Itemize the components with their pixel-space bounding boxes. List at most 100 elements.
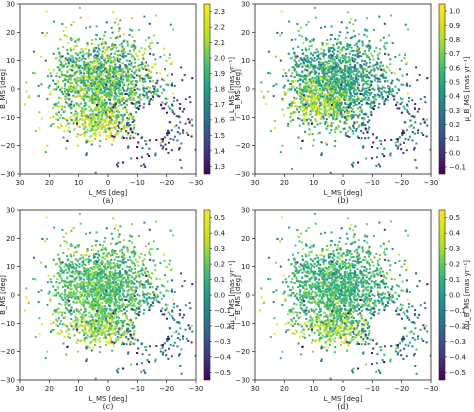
data-point: [44, 151, 47, 154]
data-point: [119, 103, 122, 106]
data-point: [300, 26, 302, 29]
data-point: [105, 288, 108, 290]
data-point: [71, 56, 74, 59]
data-point: [352, 126, 355, 129]
data-point: [381, 153, 384, 156]
data-point: [72, 227, 75, 229]
data-point: [370, 82, 373, 85]
data-point: [96, 69, 99, 72]
data-point: [94, 76, 97, 79]
data-point: [365, 70, 368, 72]
data-point: [287, 79, 290, 82]
data-point: [357, 126, 360, 129]
data-point: [114, 87, 117, 90]
data-point: [115, 69, 118, 71]
data-point: [403, 131, 406, 134]
data-point: [103, 107, 106, 110]
data-point: [81, 107, 84, 110]
data-point: [90, 61, 93, 64]
data-point: [75, 121, 78, 124]
data-point: [320, 102, 323, 105]
data-point: [83, 105, 86, 108]
data-point: [69, 130, 71, 133]
data-point: [114, 93, 117, 96]
data-point: [180, 66, 183, 69]
data-point: [168, 121, 171, 124]
data-point: [125, 122, 128, 125]
data-point: [369, 45, 372, 48]
data-point: [303, 64, 306, 67]
data-point: [330, 67, 333, 70]
data-point: [414, 103, 417, 105]
data-point: [100, 57, 103, 59]
data-point: [114, 243, 117, 246]
data-point: [112, 11, 115, 14]
data-point: [135, 91, 138, 94]
data-point: [83, 72, 85, 75]
data-point: [309, 79, 312, 81]
data-point: [260, 90, 263, 93]
data-point: [353, 102, 356, 105]
data-point: [108, 99, 111, 101]
data-point: [116, 163, 118, 166]
data-point: [337, 42, 340, 45]
data-point: [406, 109, 409, 112]
data-point: [345, 85, 348, 88]
data-point: [80, 294, 83, 297]
data-point: [116, 100, 119, 103]
data-point: [353, 66, 356, 69]
data-point: [103, 51, 106, 54]
data-point: [328, 49, 331, 52]
data-point: [314, 89, 317, 92]
data-point: [360, 130, 363, 132]
data-point: [363, 124, 366, 127]
data-point: [303, 119, 306, 122]
data-point: [178, 132, 181, 135]
data-point: [371, 54, 374, 57]
data-point: [103, 89, 106, 92]
data-point: [85, 65, 87, 68]
data-point: [398, 53, 401, 56]
data-point: [381, 97, 384, 100]
data-point: [267, 72, 270, 74]
data-point: [103, 276, 106, 278]
data-point: [91, 295, 94, 298]
data-point: [127, 145, 130, 148]
data-point: [111, 103, 114, 106]
data-point: [84, 299, 87, 302]
data-point: [389, 152, 392, 155]
data-point: [154, 63, 157, 66]
data-point: [306, 74, 309, 77]
data-point: [118, 44, 121, 47]
data-point: [376, 53, 379, 56]
data-point: [145, 61, 147, 64]
data-point: [38, 127, 41, 129]
data-point: [353, 90, 356, 93]
data-point: [68, 85, 71, 88]
data-point: [313, 92, 315, 95]
data-point: [92, 93, 95, 96]
data-point: [415, 142, 418, 145]
data-point: [78, 212, 81, 215]
data-point: [102, 42, 105, 45]
data-point: [379, 80, 382, 83]
data-point: [373, 93, 376, 96]
data-point: [130, 113, 133, 116]
data-point: [367, 66, 370, 69]
data-point: [383, 155, 386, 157]
data-point: [335, 117, 338, 120]
data-point: [95, 65, 98, 67]
data-point: [339, 48, 342, 51]
data-point: [132, 292, 135, 295]
data-point: [287, 107, 289, 110]
data-point: [366, 29, 369, 32]
data-point: [320, 90, 323, 93]
data-point: [93, 309, 96, 312]
data-point: [99, 346, 102, 348]
data-point: [344, 106, 347, 109]
data-point: [345, 118, 348, 121]
data-point: [85, 232, 87, 235]
data-point: [127, 134, 130, 137]
data-point: [162, 145, 165, 148]
data-point: [416, 110, 419, 113]
